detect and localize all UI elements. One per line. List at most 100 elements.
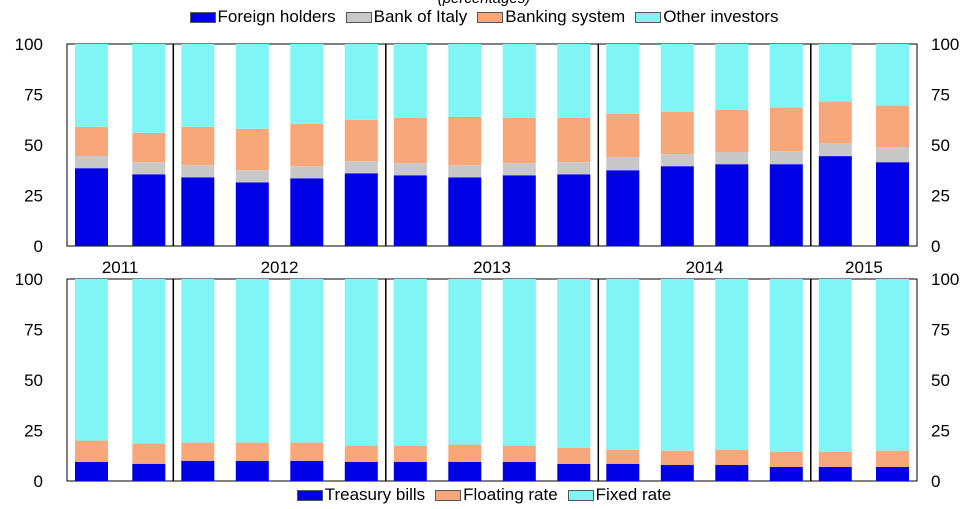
bar-segment [132,174,166,246]
legend-label: Fixed rate [595,485,672,504]
bar-segment [290,460,324,481]
bar-segment [606,157,640,171]
bar-segment [818,143,852,157]
bar-segment [502,445,536,462]
bar-segment [876,147,909,163]
bar-segment [715,449,749,465]
legend-label: Bank of Italy [373,7,468,26]
y-tick-label-right: 100 [931,270,959,289]
bar-segment [132,162,166,175]
bar-segment [660,154,694,167]
bar-segment [290,279,324,443]
y-tick-label-right: 0 [931,472,940,491]
bar-segment [715,464,749,481]
legend-item: Banking system [477,7,625,27]
y-tick-label-right: 25 [931,187,950,206]
legend-item: Bank of Italy [345,7,468,27]
bar-segment [502,163,536,176]
bar-segment [557,162,591,175]
legend-item: Treasury bills [296,485,426,505]
bar-segment [344,119,378,162]
y-tick-label-left: 100 [15,35,43,54]
y-tick-label-left: 0 [34,472,43,491]
plot-frame [66,278,918,482]
bar-segment [235,460,269,481]
legend-swatch [477,11,504,23]
bar-segment [75,440,108,462]
bar-segment [235,182,269,246]
bar-segment [290,442,324,461]
legend-item: Floating rate [435,485,558,505]
bar-segment [393,175,427,246]
year-label: 2014 [686,258,724,277]
bar-segment [660,111,694,155]
bar-segment [876,105,909,147]
bar-segment [181,460,215,481]
bar-segment [75,279,108,441]
bar-segment [660,279,694,451]
y-tick-label-right: 25 [931,422,950,441]
bar-segment [715,109,749,153]
legend-label: Treasury bills [324,485,426,504]
bar-segment [818,451,852,467]
bar-segment [502,117,536,164]
legend-swatch [635,11,662,23]
bar-segment [715,44,749,110]
legend-swatch [189,11,216,23]
bar-segment [876,450,909,467]
y-tick-label-right: 100 [931,35,959,54]
bar-segment [393,163,427,176]
bar-segment [75,126,108,157]
bar-segment [557,463,591,481]
bar-segment [75,156,108,169]
bar-segment [235,279,269,443]
legend-item: Foreign holders [189,7,336,27]
bar-segment [393,445,427,462]
bar-segment [769,279,803,452]
legend-label: Other investors [663,7,779,26]
bar-segment [557,279,591,448]
bar-segment [502,175,536,246]
bar-segment [606,44,640,114]
bar-segment [606,463,640,481]
bar-segment [393,44,427,118]
y-tick-label-left: 100 [15,270,43,289]
bar-segment [448,165,482,178]
bar-segment [344,461,378,481]
bar-segment [344,44,378,120]
bar-segment [818,156,852,246]
bar-segment [769,107,803,151]
bar-segment [290,44,324,124]
legend-label: Foreign holders [217,7,336,26]
bar-segment [876,162,909,246]
legend-item: Other investors [635,7,778,27]
bar-segment [876,466,909,481]
bar-segment [769,466,803,481]
year-label: 2015 [845,258,883,277]
bar-segment [290,123,324,167]
bar-segment [181,165,215,178]
legend-label: Floating rate [463,485,558,504]
bar-segment [769,44,803,108]
y-tick-label-left: 50 [24,371,43,390]
legend-item: Fixed rate [567,485,672,505]
bar-segment [448,44,482,117]
bar-segment [344,445,378,462]
bar-segment [132,443,166,464]
bar-segment [660,464,694,481]
bar-segment [393,279,427,446]
bar-segment [818,466,852,481]
bar-segment [818,279,852,452]
bar-segment [75,44,108,127]
bar-segment [132,132,166,163]
bar-segment [290,178,324,246]
bar-segment [557,447,591,464]
page-title: (percentages) [0,0,968,8]
bar-segment [660,166,694,246]
year-label: 2011 [102,258,139,277]
bar-segment [606,449,640,464]
bar-segment [235,128,269,171]
y-tick-label-right: 0 [931,237,940,256]
bar-segment [557,174,591,246]
